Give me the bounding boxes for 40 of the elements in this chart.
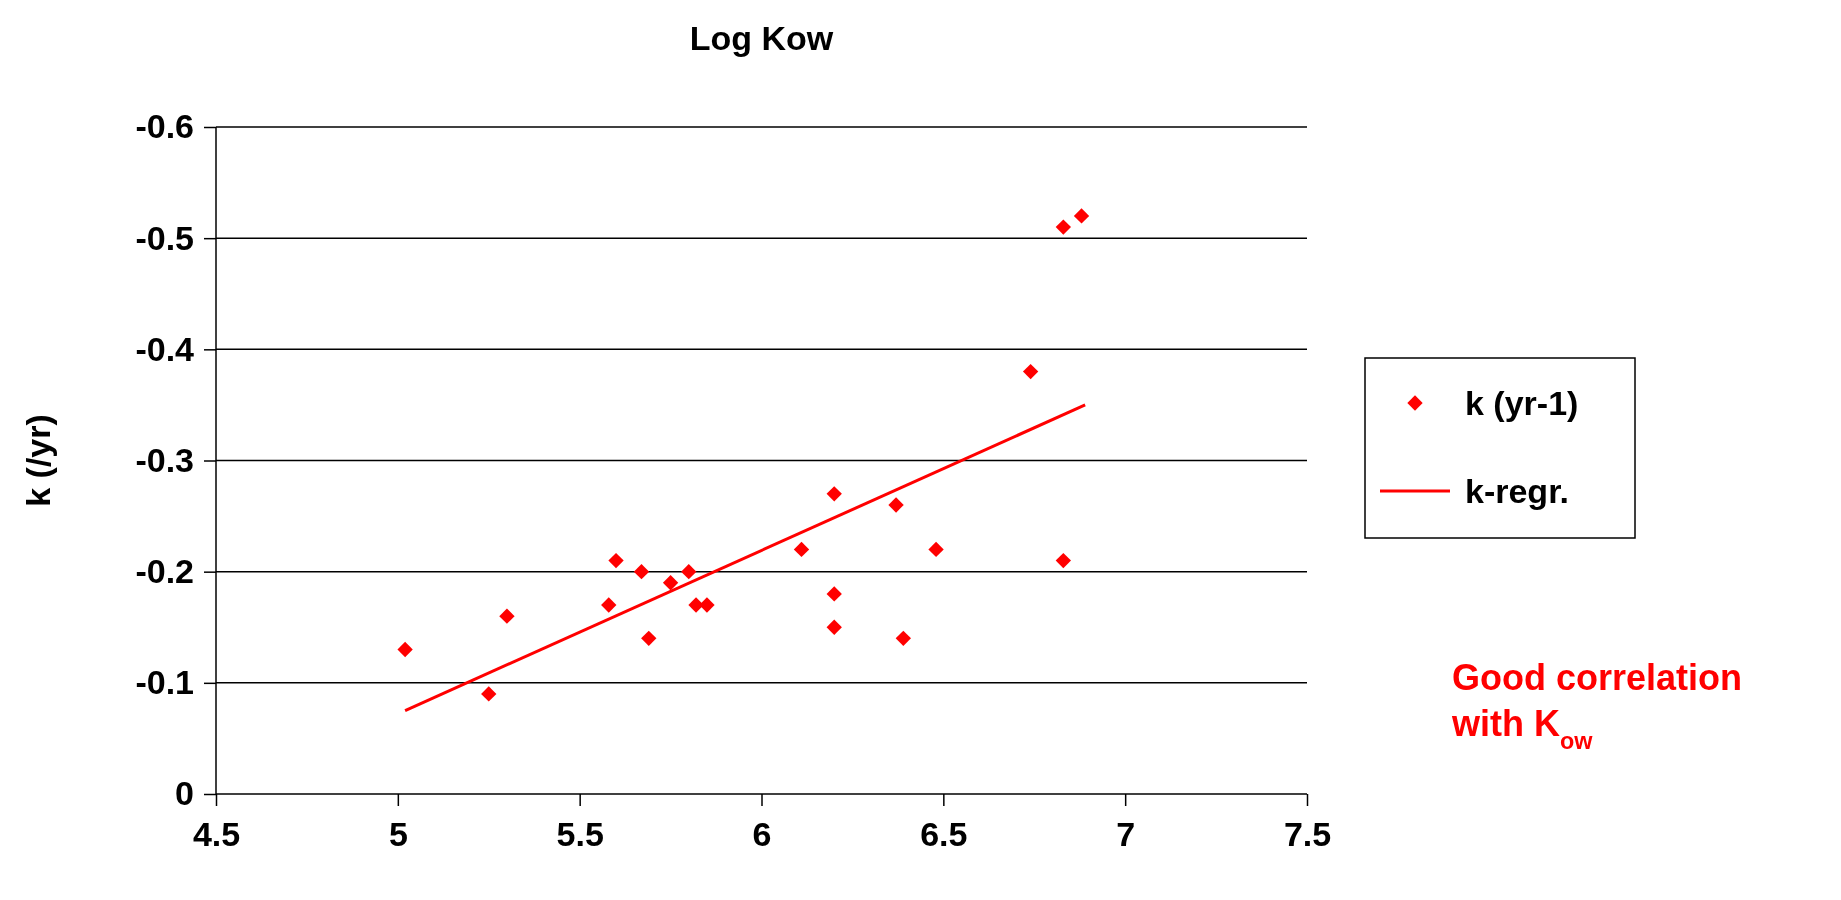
text: Good correlation with K$_{ow}$: [1451, 657, 1753, 754]
x-tick-label: 7: [1116, 815, 1136, 854]
x-tick-label: 6.5: [920, 815, 968, 854]
y-tick-label: -0.4: [135, 329, 195, 368]
point: [699, 597, 715, 613]
point: [601, 597, 617, 613]
point: [826, 586, 842, 602]
point: [662, 575, 679, 591]
point: [397, 641, 413, 658]
x-tick-label: 6: [752, 815, 772, 854]
y-axis-title: k (/yr): [19, 414, 57, 507]
point: [608, 552, 624, 569]
y-tick-label: -0.5: [135, 218, 194, 257]
point: [1022, 363, 1039, 380]
chart-title: Log Kow: [689, 19, 834, 57]
x-tick-label: 5: [388, 815, 408, 854]
x-tick-label: 5.5: [556, 815, 604, 854]
point: [888, 497, 904, 513]
point: [826, 486, 842, 502]
point: [826, 619, 842, 635]
point: [895, 630, 911, 647]
point: [499, 608, 515, 624]
point: [481, 686, 497, 702]
point: [928, 541, 944, 558]
point: [633, 564, 650, 580]
x-tick-label: 7.5: [1283, 815, 1332, 854]
point: [681, 564, 697, 580]
legend-label: k-regr.: [1465, 472, 1569, 510]
point: [1073, 208, 1090, 224]
y-tick-label: -0.3: [135, 440, 194, 479]
y-tick-label: 0: [175, 774, 194, 813]
point: [1055, 552, 1072, 569]
point: [793, 541, 810, 558]
y-tick-label: -0.6: [135, 107, 194, 146]
point: [1055, 219, 1072, 235]
legend-label: k (yr-1): [1465, 384, 1579, 422]
x-tick-label: 4.5: [192, 815, 241, 854]
point: [641, 630, 657, 647]
y-tick-label: -0.2: [135, 552, 194, 591]
y-tick-label: -0.1: [135, 663, 194, 702]
